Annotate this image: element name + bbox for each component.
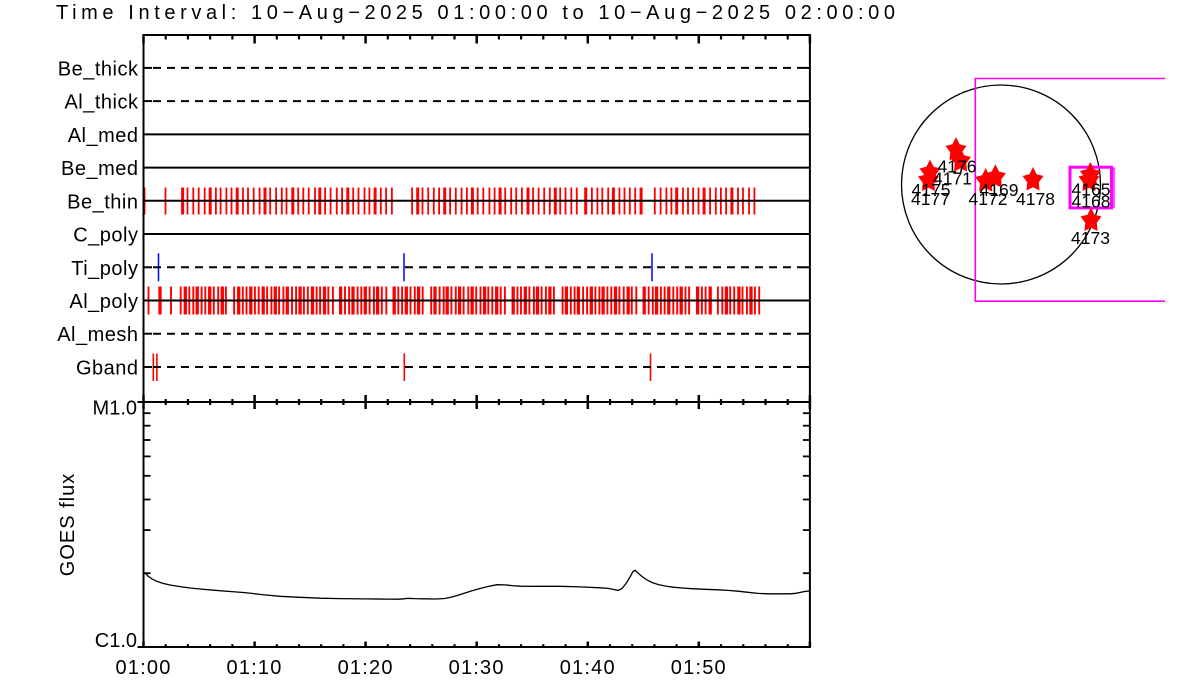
svg-text:4168: 4168 bbox=[1072, 192, 1111, 212]
svg-text:C_poly: C_poly bbox=[73, 225, 138, 247]
svg-text:GOES flux: GOES flux bbox=[57, 473, 79, 576]
svg-text:01:20: 01:20 bbox=[338, 657, 394, 679]
svg-text:01:00: 01:00 bbox=[115, 657, 171, 679]
svg-text:01:40: 01:40 bbox=[560, 657, 616, 679]
svg-text:Al_poly: Al_poly bbox=[69, 291, 138, 313]
svg-text:4175: 4175 bbox=[912, 180, 951, 200]
svg-text:4169: 4169 bbox=[980, 180, 1019, 200]
svg-text:Ti_poly: Ti_poly bbox=[71, 258, 138, 280]
svg-text:Gband: Gband bbox=[76, 357, 139, 379]
svg-text:Be_thin: Be_thin bbox=[67, 191, 138, 213]
svg-text:4176: 4176 bbox=[938, 157, 977, 177]
svg-text:Al_med: Al_med bbox=[68, 125, 139, 147]
svg-text:01:30: 01:30 bbox=[449, 657, 505, 679]
svg-text:Be_med: Be_med bbox=[61, 158, 139, 180]
svg-text:Al_thick: Al_thick bbox=[64, 92, 139, 114]
svg-text:4172: 4172 bbox=[969, 189, 1008, 209]
svg-text:4178: 4178 bbox=[1016, 189, 1055, 209]
svg-text:01:10: 01:10 bbox=[227, 657, 283, 679]
svg-text:C1.0: C1.0 bbox=[95, 630, 137, 652]
svg-text:Be_thick: Be_thick bbox=[58, 58, 139, 80]
svg-text:M1.0: M1.0 bbox=[93, 398, 137, 420]
svg-text:01:50: 01:50 bbox=[671, 657, 727, 679]
svg-text:Al_mesh: Al_mesh bbox=[57, 324, 138, 346]
svg-text:4171: 4171 bbox=[933, 169, 972, 189]
svg-text:4173: 4173 bbox=[1071, 228, 1110, 248]
svg-text:4177: 4177 bbox=[911, 189, 950, 209]
svg-text:4165: 4165 bbox=[1072, 180, 1111, 200]
